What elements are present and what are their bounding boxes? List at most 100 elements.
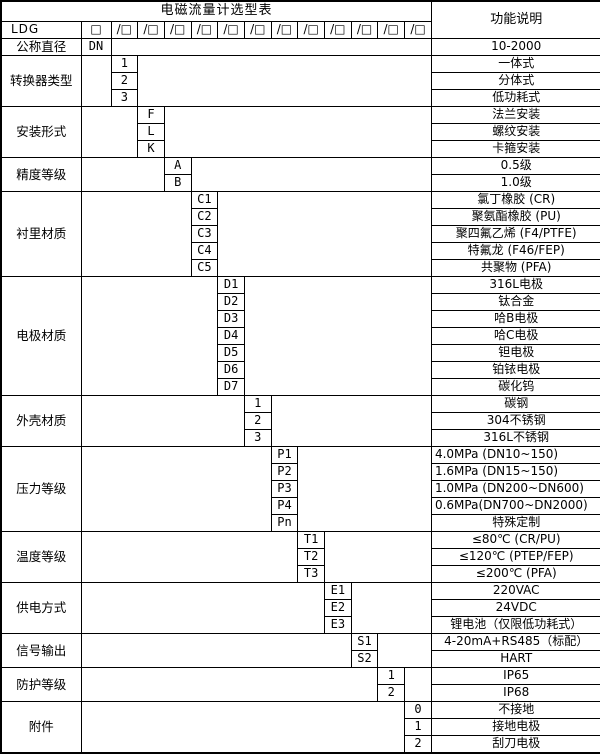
desc-cell: 分体式 — [430, 72, 600, 90]
code-cell: Pn — [270, 514, 299, 532]
model-box: /□ — [270, 21, 299, 39]
desc-cell: 24VDC — [430, 599, 600, 617]
code-cell: 1 — [110, 55, 139, 73]
model-box: /□ — [297, 21, 325, 39]
section-label: 公称直径 — [0, 38, 82, 56]
code-cell: B — [163, 174, 192, 192]
desc-cell: 特殊定制 — [430, 514, 600, 532]
desc-cell: 聚氨酯橡胶 (PU) — [430, 208, 600, 226]
code-cell: P3 — [270, 480, 299, 498]
desc-cell: 特氟龙 (F46/FEP) — [430, 242, 600, 260]
empty-cell — [217, 191, 432, 277]
desc-cell: 聚四氟乙烯 (F4/PTFE) — [430, 225, 600, 243]
empty-cell — [80, 582, 325, 634]
empty-cell — [80, 446, 272, 532]
function-column-header: 功能说明 — [430, 0, 600, 39]
empty-cell — [80, 157, 165, 192]
code-cell: F — [137, 106, 165, 124]
code-cell: 2 — [110, 72, 139, 90]
desc-cell: 220VAC — [430, 582, 600, 600]
code-cell: S1 — [350, 633, 379, 651]
empty-cell — [377, 633, 432, 668]
code-cell: A — [163, 157, 192, 175]
code-cell: D3 — [217, 310, 245, 328]
section-label: 温度等级 — [0, 531, 82, 583]
empty-cell — [324, 531, 432, 583]
code-cell: 1 — [377, 667, 406, 685]
empty-cell — [80, 55, 112, 107]
desc-cell: 316L电极 — [430, 276, 600, 294]
model-prefix: LDG — [0, 21, 82, 39]
empty-cell — [404, 667, 432, 702]
code-cell: D4 — [217, 327, 245, 345]
code-cell: K — [137, 140, 165, 158]
empty-cell — [297, 446, 432, 532]
section-label: 附件 — [0, 701, 82, 754]
model-box: /□ — [350, 21, 379, 39]
code-cell: E3 — [324, 616, 352, 634]
model-box: /□ — [137, 21, 165, 39]
desc-cell: 碳化钨 — [430, 378, 600, 396]
desc-cell: 1.0MPa (DN200~DN600) — [430, 480, 600, 498]
code-cell: T2 — [297, 548, 325, 566]
code-cell: 1 — [404, 718, 432, 736]
code-cell: DN — [80, 38, 112, 56]
model-box: /□ — [243, 21, 272, 39]
code-cell: L — [137, 123, 165, 141]
desc-cell: 法兰安装 — [430, 106, 600, 124]
code-cell: T3 — [297, 565, 325, 583]
desc-cell: IP65 — [430, 667, 600, 685]
desc-cell: 锂电池（仅限低功耗式） — [430, 616, 600, 634]
empty-cell — [80, 276, 219, 396]
desc-cell: 4-20mA+RS485（标配） — [430, 633, 600, 651]
model-box: /□ — [163, 21, 192, 39]
section-label: 信号输出 — [0, 633, 82, 668]
code-cell: 3 — [243, 429, 272, 447]
desc-cell: HART — [430, 650, 600, 668]
desc-cell: 螺纹安装 — [430, 123, 600, 141]
empty-cell — [80, 106, 139, 158]
code-cell: C5 — [190, 259, 219, 277]
empty-cell — [80, 531, 299, 583]
code-cell: 1 — [243, 395, 272, 413]
code-cell: D6 — [217, 361, 245, 379]
page-title: 电磁流量计选型表 — [0, 0, 432, 22]
desc-cell: 碳钢 — [430, 395, 600, 413]
section-label: 防护等级 — [0, 667, 82, 702]
desc-cell: IP68 — [430, 684, 600, 702]
section-label: 供电方式 — [0, 582, 82, 634]
desc-cell: 10-2000 — [430, 38, 600, 56]
code-cell: D1 — [217, 276, 245, 294]
code-cell: P1 — [270, 446, 299, 464]
code-cell: 3 — [110, 89, 139, 107]
empty-cell — [190, 157, 432, 192]
section-label: 安装形式 — [0, 106, 82, 158]
desc-cell: 0.5级 — [430, 157, 600, 175]
model-box: □ — [80, 21, 112, 39]
desc-cell: 钽电极 — [430, 344, 600, 362]
empty-cell — [163, 106, 432, 158]
code-cell: E1 — [324, 582, 352, 600]
code-cell: S2 — [350, 650, 379, 668]
desc-cell: 哈C电极 — [430, 327, 600, 345]
code-cell: E2 — [324, 599, 352, 617]
model-box: /□ — [324, 21, 352, 39]
desc-cell: 304不锈钢 — [430, 412, 600, 430]
desc-cell: ≤80℃ (CR/PU) — [430, 531, 600, 549]
code-cell: C1 — [190, 191, 219, 209]
empty-cell — [110, 38, 432, 56]
empty-cell — [137, 55, 432, 107]
desc-cell: 氯丁橡胶 (CR) — [430, 191, 600, 209]
code-cell: T1 — [297, 531, 325, 549]
desc-cell: 哈B电极 — [430, 310, 600, 328]
code-cell: 2 — [404, 735, 432, 754]
desc-cell: ≤200℃ (PFA) — [430, 565, 600, 583]
code-cell: D7 — [217, 378, 245, 396]
empty-cell — [80, 395, 245, 447]
model-box: /□ — [217, 21, 245, 39]
desc-cell: 1.6MPa (DN15~150) — [430, 463, 600, 481]
code-cell: C3 — [190, 225, 219, 243]
code-cell: C2 — [190, 208, 219, 226]
